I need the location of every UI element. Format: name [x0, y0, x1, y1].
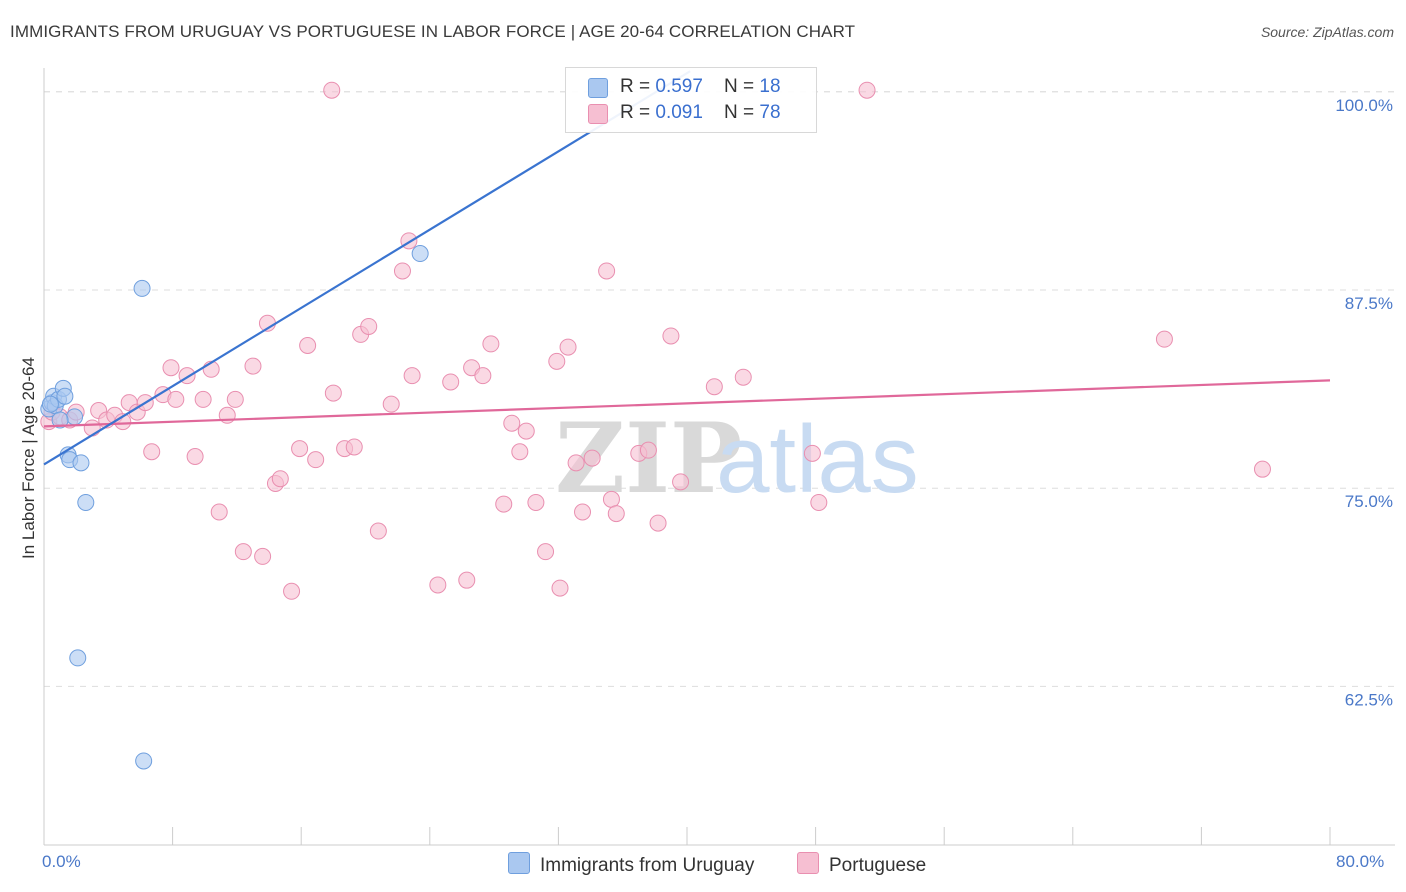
portuguese-point: [167, 390, 185, 408]
x-min-label: 0.0%: [42, 852, 81, 871]
uruguay-point: [41, 395, 59, 413]
y-tick-label: 87.5%: [1345, 294, 1393, 313]
portuguese-point: [639, 441, 657, 459]
uruguay-point: [56, 387, 74, 405]
legend-n-label: N =: [724, 76, 760, 97]
bottom-legend-label-portuguese: Portuguese: [829, 855, 927, 876]
y-tick-label: 62.5%: [1345, 690, 1393, 709]
portuguese-point: [360, 317, 378, 335]
legend-n-value: 78: [759, 102, 781, 123]
uruguay-point: [411, 245, 429, 263]
legend-n-value: 18: [759, 76, 781, 97]
portuguese-point: [705, 378, 723, 396]
source-credit: Source: ZipAtlas.com: [1260, 24, 1394, 40]
portuguese-point: [83, 419, 101, 437]
portuguese-point: [323, 81, 341, 99]
legend-r-label: R =: [620, 76, 656, 97]
bottom-legend-swatch-blue: [508, 852, 530, 874]
y-axis-label: In Labor Force | Age 20-64: [19, 357, 38, 559]
portuguese-trend-line: [43, 379, 1331, 428]
portuguese-point: [537, 543, 555, 561]
portuguese-point: [551, 579, 569, 597]
portuguese-point: [458, 571, 476, 589]
y-tick-label: 100.0%: [1335, 96, 1393, 115]
portuguese-point: [299, 337, 317, 354]
uruguay-points: [40, 245, 429, 770]
portuguese-point: [602, 490, 620, 508]
legend-swatch-blue: [588, 78, 608, 98]
portuguese-point: [672, 473, 690, 491]
portuguese-point: [162, 359, 180, 377]
uruguay-point: [135, 752, 153, 770]
bottom-legend-portuguese: Portuguese: [797, 852, 926, 877]
portuguese-point: [503, 414, 521, 432]
bottom-legend-swatch-pink: [797, 852, 819, 874]
bottom-legend-uruguay: Immigrants from Uruguay: [508, 852, 754, 877]
legend-r-value: 0.597: [655, 76, 703, 97]
portuguese-point: [548, 352, 566, 370]
y-tick-labels: 62.5% 75.0% 87.5% 100.0%: [1335, 96, 1393, 710]
x-max-label: 80.0%: [1336, 852, 1385, 871]
portuguese-point: [511, 443, 529, 461]
uruguay-point: [69, 649, 87, 667]
portuguese-point: [226, 390, 244, 408]
portuguese-point: [574, 503, 592, 521]
portuguese-point: [1253, 460, 1271, 478]
portuguese-point: [254, 547, 272, 565]
uruguay-point: [77, 493, 95, 511]
trend-lines: [43, 70, 1331, 466]
portuguese-point: [345, 438, 363, 456]
stats-legend: R = 0.597 N = 18 R = 0.091 N = 78: [565, 67, 817, 133]
portuguese-point: [559, 338, 577, 356]
portuguese-point: [734, 368, 752, 386]
portuguese-point: [324, 384, 342, 402]
portuguese-point: [442, 373, 460, 391]
portuguese-point: [607, 505, 625, 523]
portuguese-point: [429, 576, 447, 594]
portuguese-point: [810, 493, 828, 511]
portuguese-point: [283, 582, 301, 600]
portuguese-point: [291, 440, 309, 458]
portuguese-point: [244, 357, 262, 375]
portuguese-point: [474, 367, 492, 385]
uruguay-point: [72, 454, 90, 472]
uruguay-point: [133, 279, 151, 297]
legend-swatch-pink: [588, 104, 608, 124]
portuguese-point: [210, 503, 228, 521]
portuguese-point: [649, 514, 667, 532]
portuguese-point: [495, 495, 513, 513]
portuguese-point: [482, 335, 500, 353]
legend-r-value: 0.091: [655, 102, 703, 123]
portuguese-point: [307, 451, 325, 469]
portuguese-point: [143, 443, 161, 461]
y-tick-label: 75.0%: [1345, 492, 1393, 511]
portuguese-point: [393, 262, 411, 280]
portuguese-point: [662, 327, 680, 345]
portuguese-point: [517, 422, 535, 440]
portuguese-point: [583, 449, 601, 467]
portuguese-points: [40, 81, 1271, 600]
portuguese-point: [234, 543, 252, 561]
portuguese-point: [1155, 330, 1173, 348]
portuguese-point: [369, 522, 387, 540]
portuguese-point: [194, 390, 212, 408]
bottom-legend-label-uruguay: Immigrants from Uruguay: [540, 855, 755, 876]
uruguay-trend-line: [43, 70, 691, 466]
portuguese-point: [186, 448, 204, 465]
portuguese-point: [803, 444, 821, 462]
portuguese-point: [858, 81, 876, 99]
portuguese-point: [403, 367, 421, 385]
legend-n-label: N =: [724, 102, 760, 123]
portuguese-point: [598, 262, 616, 280]
portuguese-point: [527, 493, 545, 511]
portuguese-point: [567, 454, 585, 472]
uruguay-point: [51, 411, 69, 429]
uruguay-point: [66, 408, 84, 426]
portuguese-point: [271, 470, 289, 488]
legend-r-label: R =: [620, 102, 656, 123]
axes: [43, 68, 1395, 846]
portuguese-point: [382, 395, 400, 413]
chart-title: IMMIGRANTS FROM URUGUAY VS PORTUGUESE IN…: [10, 22, 856, 41]
